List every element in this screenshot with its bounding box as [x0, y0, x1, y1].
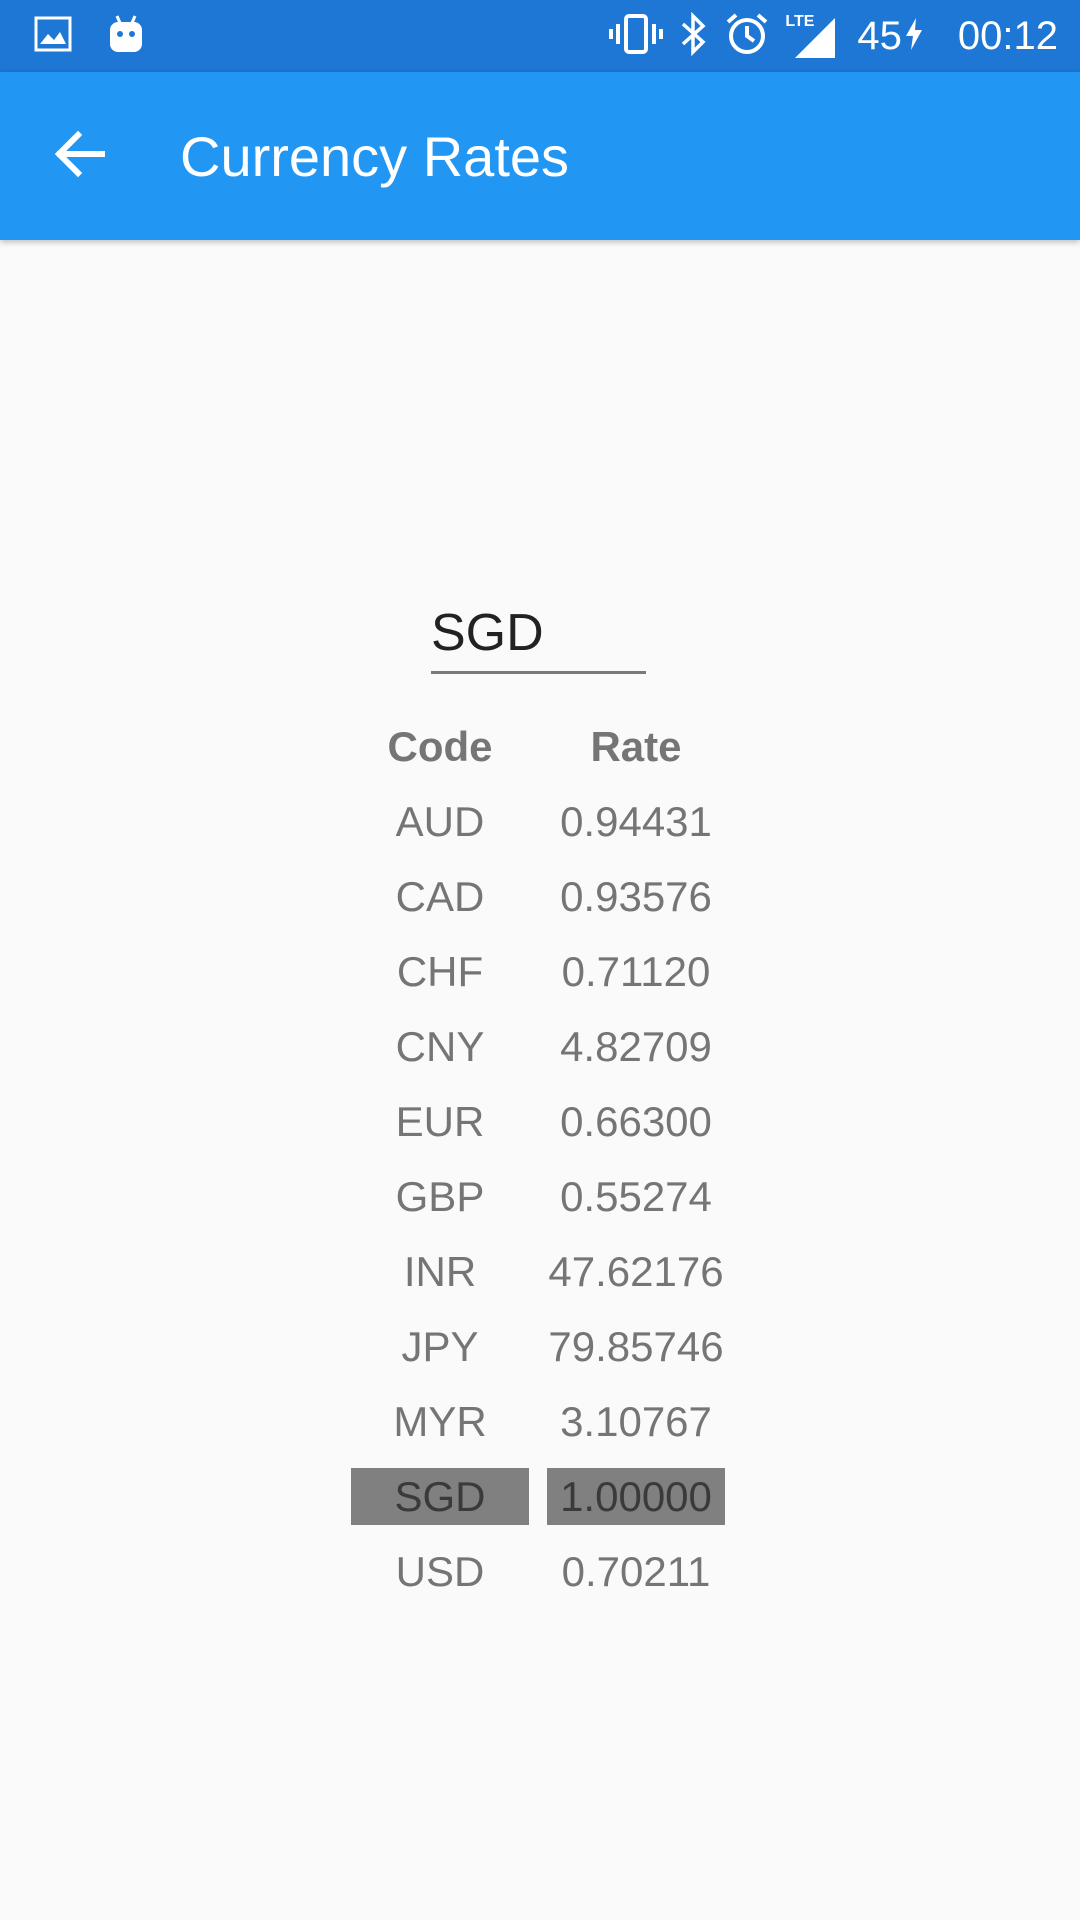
code-column-header: Code [387, 723, 493, 770]
currency-code: CAD [395, 873, 485, 920]
table-header-row: Code Rate [351, 709, 729, 784]
currency-code: MYR [393, 1398, 487, 1445]
table-row[interactable]: INR 47.62176 [351, 1234, 729, 1309]
currency-rate: 3.10767 [560, 1398, 712, 1445]
table-row[interactable]: JPY 79.85746 [351, 1309, 729, 1384]
currency-code: CHF [396, 948, 484, 995]
signal-icon: LTE [785, 12, 841, 60]
page-title: Currency Rates [180, 125, 570, 188]
gallery-icon [34, 16, 72, 57]
currency-rate: 79.85746 [548, 1323, 724, 1370]
currency-code: CNY [395, 1023, 485, 1070]
currency-code: USD [395, 1548, 485, 1595]
table-row[interactable]: CAD 0.93576 [351, 859, 729, 934]
network-type-label: LTE [785, 13, 815, 30]
table-row[interactable]: SGD 1.00000 [351, 1459, 729, 1534]
currency-rate: 47.62176 [548, 1248, 724, 1295]
currency-rate: 0.71120 [561, 948, 711, 995]
android-icon [108, 14, 144, 59]
arrow-left-icon [54, 130, 106, 183]
base-currency-input[interactable] [431, 595, 646, 674]
table-row[interactable]: EUR 0.66300 [351, 1084, 729, 1159]
back-button[interactable] [40, 116, 120, 196]
currency-code: INR [403, 1248, 477, 1295]
currency-rate: 0.94431 [560, 798, 712, 845]
currency-code: SGD [351, 1468, 529, 1525]
table-row[interactable]: GBP 0.55274 [351, 1159, 729, 1234]
table-row[interactable]: AUD 0.94431 [351, 784, 729, 859]
currency-code: GBP [395, 1173, 485, 1220]
charging-icon [904, 16, 924, 57]
bluetooth-icon [679, 11, 709, 61]
currency-rate: 0.55274 [560, 1173, 712, 1220]
currency-code: JPY [401, 1323, 479, 1370]
currency-rate: 4.82709 [560, 1023, 712, 1070]
currency-rate: 0.70211 [561, 1548, 711, 1595]
currency-code: EUR [395, 1098, 485, 1145]
rates-table: Code Rate AUD 0.94431 CAD 0.93576 CHF 0.71120… [351, 709, 729, 1609]
currency-rate: 0.66300 [560, 1098, 712, 1145]
table-row[interactable]: USD 0.70211 [351, 1534, 729, 1609]
table-row[interactable]: MYR 3.10767 [351, 1384, 729, 1459]
currency-rate: 1.00000 [547, 1468, 725, 1525]
status-bar: LTE 45 00:12 [0, 0, 1080, 72]
rate-column-header: Rate [590, 723, 682, 770]
app-bar: Currency Rates [0, 72, 1080, 240]
battery-level: 45 [857, 14, 902, 58]
table-row[interactable]: CNY 4.82709 [351, 1009, 729, 1084]
currency-code: AUD [395, 798, 485, 845]
alarm-icon [725, 12, 769, 61]
currency-rate: 0.93576 [560, 873, 712, 920]
clock: 00:12 [957, 14, 1058, 58]
vibrate-icon [609, 12, 664, 61]
table-row[interactable]: CHF 0.71120 [351, 934, 729, 1009]
